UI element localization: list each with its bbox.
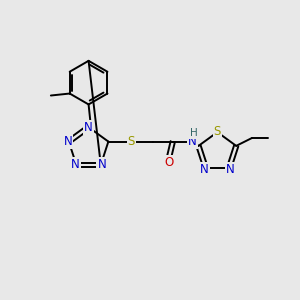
Text: N: N xyxy=(63,135,72,148)
Text: N: N xyxy=(226,163,234,176)
Text: N: N xyxy=(98,158,106,171)
Text: N: N xyxy=(200,163,209,176)
Text: N: N xyxy=(84,121,93,134)
Text: S: S xyxy=(128,135,135,148)
Text: H: H xyxy=(190,128,197,138)
Text: N: N xyxy=(188,135,197,148)
Text: O: O xyxy=(164,156,173,169)
Text: N: N xyxy=(71,158,80,171)
Text: S: S xyxy=(214,125,221,138)
